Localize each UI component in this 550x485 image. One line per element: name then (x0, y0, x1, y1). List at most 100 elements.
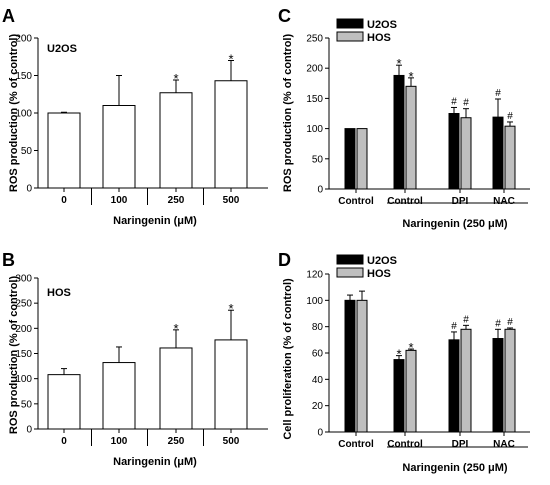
significance-mark: # (463, 98, 469, 109)
inset-label: HOS (47, 287, 71, 299)
y-tick-label: 100 (15, 374, 32, 385)
y-tick-label: 40 (312, 375, 324, 386)
x-tick-label: 0 (61, 195, 67, 206)
y-tick-label: 200 (306, 64, 323, 75)
panel-a: A U2OS Naringenin (μM) ROS production (%… (2, 6, 268, 227)
bar (159, 347, 193, 430)
significance-mark: * (408, 340, 413, 355)
significance-mark: # (507, 317, 513, 328)
x-axis-label: Naringenin (250 μM) (402, 218, 507, 230)
x-axis-label: Naringenin (μM) (113, 215, 197, 227)
bar (504, 328, 516, 433)
x-tick-label: Control (387, 439, 423, 450)
significance-mark: * (408, 69, 413, 84)
y-tick-label: 150 (306, 94, 323, 105)
bar (448, 339, 460, 433)
x-tick-label: 100 (111, 436, 128, 447)
bar (102, 105, 136, 189)
x-tick-label: 250 (168, 436, 185, 447)
y-tick-label: 200 (15, 34, 32, 45)
significance-mark: * (228, 301, 233, 316)
bar (356, 128, 368, 190)
bar (492, 116, 504, 190)
x-tick-label: DPI (452, 439, 469, 450)
y-tick-label: 250 (306, 34, 323, 45)
legend-swatch (336, 31, 364, 42)
significance-mark: # (451, 96, 457, 107)
y-tick-label: 250 (15, 299, 32, 310)
y-tick-label: 50 (312, 154, 324, 165)
y-tick-label: 20 (312, 401, 324, 412)
y-tick-label: 100 (15, 109, 32, 120)
x-axis-label: Naringenin (μM) (113, 456, 197, 468)
x-tick-label: NAC (493, 196, 515, 207)
y-tick-label: 300 (15, 274, 32, 285)
panel-letter: B (2, 250, 15, 270)
legend-swatch (336, 254, 364, 265)
bar (214, 339, 248, 430)
bar (356, 299, 368, 433)
x-tick-label: 250 (168, 195, 185, 206)
bar (448, 113, 460, 190)
significance-mark: * (228, 52, 233, 67)
bar (393, 74, 405, 190)
bar (102, 362, 136, 430)
y-tick-label: 80 (312, 322, 324, 333)
significance-mark: * (173, 71, 178, 86)
bar (492, 338, 504, 433)
significance-mark: # (463, 314, 469, 325)
x-tick-label: 100 (111, 195, 128, 206)
bar (504, 125, 516, 190)
y-tick-label: 0 (26, 425, 32, 436)
y-tick-label: 100 (306, 296, 323, 307)
bar (393, 359, 405, 433)
legend-label: HOS (367, 268, 391, 280)
legend-swatch (336, 267, 364, 278)
significance-mark: * (396, 347, 401, 362)
bar (214, 80, 248, 189)
panel-letter: D (278, 250, 291, 270)
x-tick-label: DPI (452, 196, 469, 207)
y-tick-label: 100 (306, 124, 323, 135)
panel-b: B HOS Naringenin (μM) ROS production (% … (2, 250, 268, 468)
x-tick-label: 500 (223, 195, 240, 206)
y-tick-label: 50 (21, 146, 33, 157)
y-tick-label: 50 (21, 399, 33, 410)
panel-letter: A (2, 6, 15, 26)
bar (159, 92, 193, 189)
significance-mark: * (396, 56, 401, 71)
y-tick-label: 150 (15, 349, 32, 360)
bar (344, 299, 356, 433)
panel-c: C Naringenin (250 μM) ROS production (% … (278, 6, 530, 230)
y-tick-label: 150 (15, 71, 32, 82)
y-tick-label: 60 (312, 349, 324, 360)
x-tick-label: 500 (223, 436, 240, 447)
x-tick-label: Control (387, 196, 423, 207)
bar (47, 112, 81, 189)
y-axis-label: ROS production (% of control) (8, 276, 20, 435)
legend-label: U2OS (367, 19, 397, 31)
significance-mark: # (495, 88, 501, 99)
legend-label: HOS (367, 32, 391, 44)
x-tick-label: Control (338, 196, 374, 207)
significance-mark: # (451, 321, 457, 332)
y-tick-label: 0 (317, 185, 323, 196)
significance-mark: # (507, 111, 513, 122)
bar (460, 117, 472, 190)
legend-swatch (336, 18, 364, 29)
x-tick-label: NAC (493, 439, 515, 450)
bar (405, 85, 417, 190)
inset-label: U2OS (47, 43, 77, 55)
y-axis-label: ROS production (% of control) (8, 34, 20, 193)
bar (344, 128, 356, 190)
bar (460, 328, 472, 433)
y-tick-label: 200 (15, 324, 32, 335)
x-tick-label: 0 (61, 436, 67, 447)
panel-letter: C (278, 6, 291, 26)
y-axis-label: ROS production (% of control) (282, 34, 294, 193)
legend-label: U2OS (367, 255, 397, 267)
significance-mark: # (495, 318, 501, 329)
panel-d: D Naringenin (250 μM) Cell proliferation… (278, 250, 530, 474)
significance-mark: * (173, 321, 178, 336)
